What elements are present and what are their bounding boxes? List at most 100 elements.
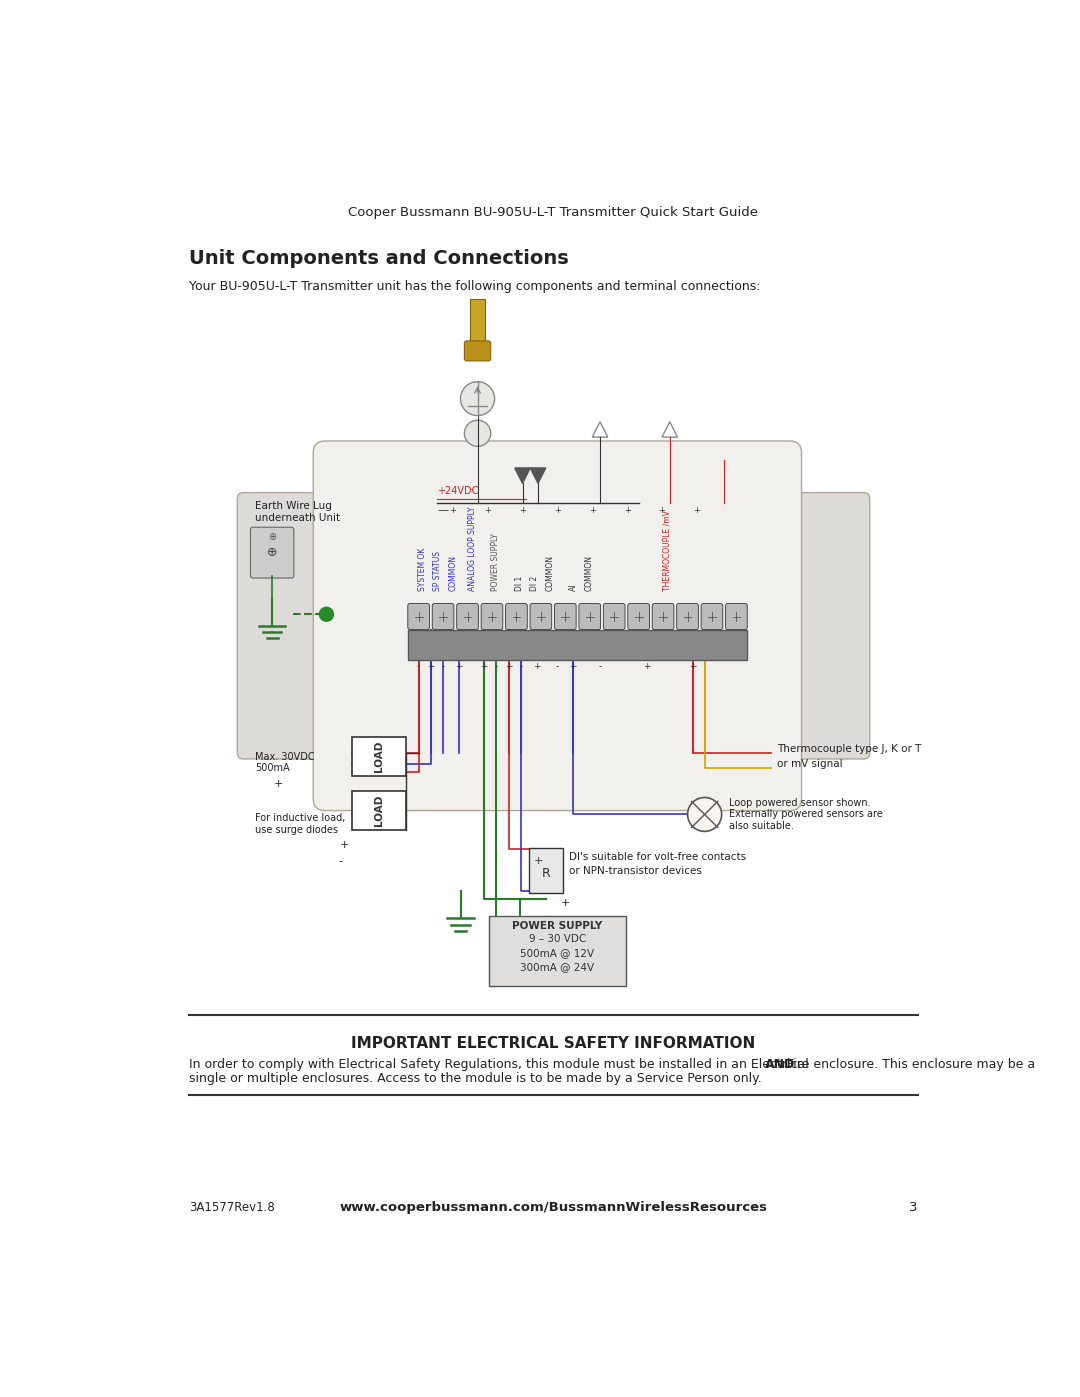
Text: +: + — [659, 506, 665, 514]
Text: POWER SUPPLY: POWER SUPPLY — [512, 921, 603, 930]
Text: +: + — [643, 662, 650, 671]
Text: +: + — [504, 662, 512, 671]
Text: +: + — [455, 662, 462, 671]
Text: 3: 3 — [909, 1200, 918, 1214]
Text: +: + — [534, 855, 542, 866]
Text: LOAD: LOAD — [374, 795, 384, 826]
Text: also suitable.: also suitable. — [729, 821, 794, 831]
Text: COMMON: COMMON — [449, 555, 458, 591]
Text: +: + — [480, 662, 487, 671]
Text: +: + — [623, 506, 631, 514]
Bar — [470, 299, 485, 356]
FancyBboxPatch shape — [768, 493, 869, 759]
Text: Loop powered sensor shown.: Loop powered sensor shown. — [729, 798, 870, 807]
FancyBboxPatch shape — [481, 604, 503, 630]
Text: +24VDC: +24VDC — [437, 486, 478, 496]
Bar — [352, 738, 406, 775]
Text: -: - — [598, 662, 602, 671]
FancyBboxPatch shape — [726, 604, 747, 630]
FancyBboxPatch shape — [677, 604, 699, 630]
FancyBboxPatch shape — [530, 604, 552, 630]
Text: 500mA: 500mA — [255, 763, 289, 774]
Text: COMMON: COMMON — [584, 555, 594, 591]
Bar — [408, 630, 747, 661]
FancyBboxPatch shape — [604, 604, 625, 630]
Text: 300mA @ 24V: 300mA @ 24V — [521, 963, 594, 972]
Text: ⊕: ⊕ — [268, 532, 276, 542]
Text: Thermocouple type J, K or T: Thermocouple type J, K or T — [777, 745, 921, 754]
Text: +: + — [484, 506, 491, 514]
FancyBboxPatch shape — [313, 441, 801, 810]
Text: +: + — [589, 506, 596, 514]
Text: SYSTEM OK: SYSTEM OK — [418, 548, 427, 591]
Text: -: - — [495, 662, 498, 671]
Text: -: - — [338, 855, 342, 866]
Text: www.cooperbussmann.com/BussmannWirelessResources: www.cooperbussmann.com/BussmannWirelessR… — [339, 1200, 768, 1214]
Text: -: - — [519, 662, 523, 671]
Text: IMPORTANT ELECTRICAL SAFETY INFORMATION: IMPORTANT ELECTRICAL SAFETY INFORMATION — [351, 1037, 756, 1052]
Text: Externally powered sensors are: Externally powered sensors are — [729, 809, 882, 820]
Text: AND: AND — [765, 1058, 795, 1071]
Text: 500mA @ 12V: 500mA @ 12V — [521, 949, 594, 958]
FancyBboxPatch shape — [652, 604, 674, 630]
Text: use surge diodes: use surge diodes — [255, 824, 338, 835]
Circle shape — [319, 606, 334, 622]
Text: +: + — [554, 506, 561, 514]
Text: +: + — [428, 662, 435, 671]
Text: +: + — [449, 506, 456, 514]
Text: -: - — [442, 662, 445, 671]
Text: -: - — [543, 883, 548, 893]
Text: +: + — [561, 898, 570, 908]
Text: 3A1577Rev1.8: 3A1577Rev1.8 — [189, 1200, 275, 1214]
Circle shape — [464, 420, 490, 447]
Text: THERMOCOUPLE /mV: THERMOCOUPLE /mV — [662, 510, 671, 591]
Text: AI: AI — [569, 584, 578, 591]
FancyBboxPatch shape — [627, 604, 649, 630]
FancyBboxPatch shape — [529, 848, 563, 893]
Polygon shape — [515, 468, 530, 483]
Text: Cooper Bussmann BU-905U-L-T Transmitter Quick Start Guide: Cooper Bussmann BU-905U-L-T Transmitter … — [349, 205, 758, 219]
Text: +: + — [569, 662, 577, 671]
FancyBboxPatch shape — [457, 604, 478, 630]
Bar — [352, 791, 406, 830]
Text: Unit Components and Connections: Unit Components and Connections — [189, 249, 569, 268]
Text: 9 – 30 VDC: 9 – 30 VDC — [529, 935, 586, 944]
Text: —: — — [437, 506, 448, 515]
Text: +: + — [689, 662, 697, 671]
Text: For inductive load,: For inductive load, — [255, 813, 346, 823]
Text: or mV signal: or mV signal — [777, 760, 842, 770]
Text: In order to comply with Electrical Safety Regulations, this module must be insta: In order to comply with Electrical Safet… — [189, 1058, 813, 1071]
Text: Your BU-905U-L-T Transmitter unit has the following components and terminal conn: Your BU-905U-L-T Transmitter unit has th… — [189, 281, 760, 293]
Text: DI 1: DI 1 — [515, 576, 524, 591]
Text: single or multiple enclosures. Access to the module is to be made by a Service P: single or multiple enclosures. Access to… — [189, 1071, 762, 1085]
Text: SP STATUS: SP STATUS — [433, 552, 443, 591]
Polygon shape — [530, 468, 545, 483]
Text: POWER SUPPLY: POWER SUPPLY — [491, 534, 500, 591]
Text: -: - — [556, 662, 559, 671]
Text: +: + — [693, 506, 700, 514]
Text: ⊕: ⊕ — [267, 546, 278, 559]
Text: +: + — [532, 662, 540, 671]
Text: DI's suitable for volt-free contacts: DI's suitable for volt-free contacts — [569, 852, 746, 862]
Text: DI 2: DI 2 — [530, 576, 539, 591]
FancyBboxPatch shape — [489, 916, 625, 986]
Circle shape — [460, 381, 495, 415]
Text: ANALOG LOOP SUPPLY: ANALOG LOOP SUPPLY — [469, 507, 477, 591]
Text: Fire enclosure. This enclosure may be a: Fire enclosure. This enclosure may be a — [783, 1058, 1035, 1071]
FancyBboxPatch shape — [251, 527, 294, 578]
FancyBboxPatch shape — [432, 604, 454, 630]
Text: or NPN-transistor devices: or NPN-transistor devices — [569, 866, 702, 876]
FancyBboxPatch shape — [464, 341, 490, 360]
Text: +: + — [273, 778, 283, 789]
Text: R: R — [541, 868, 550, 880]
FancyBboxPatch shape — [579, 604, 600, 630]
FancyBboxPatch shape — [505, 604, 527, 630]
Circle shape — [688, 798, 721, 831]
Text: LOAD: LOAD — [374, 740, 384, 773]
FancyBboxPatch shape — [701, 604, 723, 630]
Text: Earth Wire Lug: Earth Wire Lug — [255, 502, 332, 511]
FancyBboxPatch shape — [408, 604, 430, 630]
Text: Max. 30VDC: Max. 30VDC — [255, 752, 314, 761]
FancyBboxPatch shape — [238, 493, 339, 759]
Text: -: - — [417, 662, 420, 671]
